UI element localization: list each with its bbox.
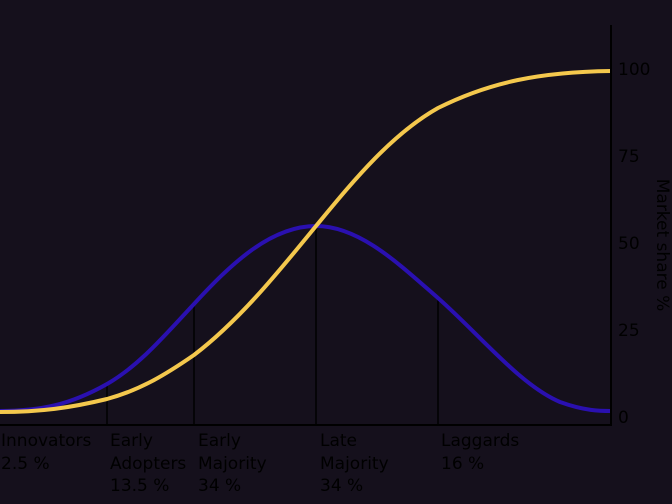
y-axis-label: Market share % bbox=[652, 178, 672, 312]
y-tick-100: 100 bbox=[618, 60, 651, 80]
y-tick-75: 75 bbox=[618, 147, 640, 167]
s-curve bbox=[0, 69, 612, 414]
segment-label-early-adopters: Early Adopters 13.5 % bbox=[110, 431, 187, 496]
segment-dividers bbox=[106, 226, 439, 425]
segment-label-innovators: Innovators 2.5 % bbox=[1, 431, 92, 474]
y-tick-25: 25 bbox=[618, 321, 640, 341]
y-tick-0: 0 bbox=[618, 408, 629, 428]
y-tick-50: 50 bbox=[618, 234, 640, 254]
segment-label-late-majority: Late Majority 34 % bbox=[320, 431, 389, 496]
bell-curve bbox=[0, 223, 612, 413]
segment-label-early-majority: Early Majority 34 % bbox=[198, 431, 267, 496]
segment-label-laggards: Laggards 16 % bbox=[441, 431, 520, 474]
